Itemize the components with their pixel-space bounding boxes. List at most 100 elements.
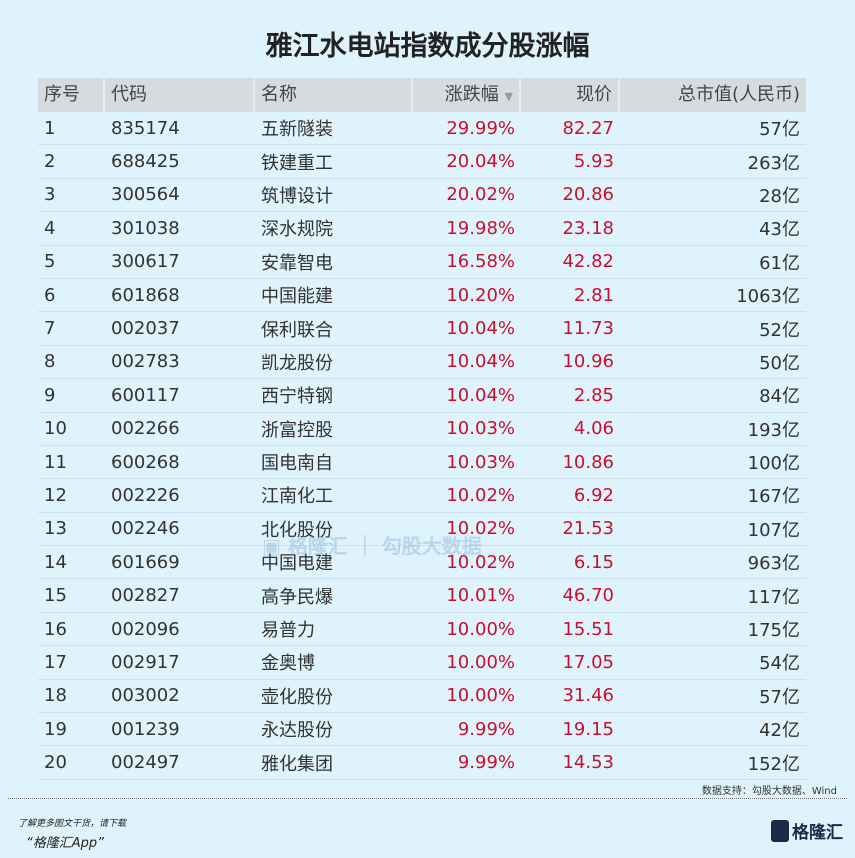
divider [8, 798, 847, 799]
cell-change: 10.04% [446, 318, 515, 340]
table-row[interactable]: 12 002226 江南化工 10.02% 6.92 167亿 [38, 479, 806, 513]
header-name[interactable]: 名称 [255, 78, 413, 112]
cell-price: 17.05 [562, 651, 614, 673]
cell-price: 10.96 [562, 351, 614, 373]
cell-index: 12 [44, 484, 67, 506]
table-row[interactable]: 20 002497 雅化集团 9.99% 14.53 152亿 [38, 746, 806, 780]
triangle-down-icon: ▼ [504, 90, 513, 103]
cell-index: 16 [44, 618, 67, 640]
cell-code: 002226 [111, 484, 180, 506]
gelonghui-logo: 格隆汇 [771, 818, 843, 843]
table-row[interactable]: 7 002037 保利联合 10.04% 11.73 52亿 [38, 312, 806, 346]
cell-market-cap: 193亿 [747, 419, 800, 441]
cell-index: 4 [44, 217, 56, 239]
table-row[interactable]: 13 002246 北化股份 10.02% 21.53 107亿 [38, 513, 806, 547]
cell-price: 6.92 [573, 484, 614, 506]
table-row[interactable]: 8 002783 凯龙股份 10.04% 10.96 50亿 [38, 346, 806, 380]
cell-code: 688425 [111, 151, 180, 173]
cell-code: 002917 [111, 651, 180, 673]
cell-price: 46.70 [562, 585, 614, 607]
cell-market-cap: 263亿 [747, 152, 800, 174]
cell-code: 002783 [111, 351, 180, 373]
cell-price: 20.86 [562, 184, 614, 206]
cell-code: 300617 [111, 251, 180, 273]
data-source: 数据支持：勾股大数据、Wind [701, 786, 837, 797]
cell-index: 10 [44, 418, 67, 440]
cell-name: 安靠智电 [261, 252, 333, 274]
cell-price: 15.51 [562, 618, 614, 640]
table-row[interactable]: 6 601868 中国能建 10.20% 2.81 1063亿 [38, 279, 806, 313]
table-row[interactable]: 2 688425 铁建重工 20.04% 5.93 263亿 [38, 145, 806, 179]
cell-name: 西宁特钢 [261, 386, 333, 408]
cell-index: 13 [44, 518, 67, 540]
table-row[interactable]: 3 300564 筑博设计 20.02% 20.86 28亿 [38, 179, 806, 213]
cell-market-cap: 43亿 [759, 219, 800, 241]
cell-change: 10.04% [446, 351, 515, 373]
table-row[interactable]: 14 601669 中国电建 10.02% 6.15 963亿 [38, 546, 806, 580]
cell-index: 19 [44, 718, 67, 740]
cell-code: 002037 [111, 318, 180, 340]
table-row[interactable]: 18 003002 壶化股份 10.00% 31.46 57亿 [38, 680, 806, 714]
cell-code: 835174 [111, 117, 180, 139]
cell-code: 600117 [111, 384, 180, 406]
cell-market-cap: 52亿 [759, 319, 800, 341]
cell-market-cap: 963亿 [747, 553, 800, 575]
cell-name: 保利联合 [261, 319, 333, 341]
cell-change: 10.00% [446, 618, 515, 640]
cell-market-cap: 107亿 [747, 519, 800, 541]
table-row[interactable]: 4 301038 深水规院 19.98% 23.18 43亿 [38, 212, 806, 246]
cell-price: 23.18 [562, 217, 614, 239]
cell-price: 2.81 [573, 284, 614, 306]
cell-name: 五新隧装 [261, 119, 333, 141]
cell-change: 10.04% [446, 384, 515, 406]
cell-name: 中国电建 [261, 553, 333, 575]
header-market-cap[interactable]: 总市值(人民币) [677, 84, 800, 105]
cell-change: 10.20% [446, 284, 515, 306]
cell-code: 601868 [111, 284, 180, 306]
cell-change: 10.03% [446, 418, 515, 440]
cell-index: 1 [44, 117, 56, 139]
header-change[interactable]: 涨跌幅 ▼ [413, 78, 521, 112]
cell-name: 壶化股份 [261, 686, 333, 708]
cell-change: 10.00% [446, 651, 515, 673]
cell-market-cap: 42亿 [759, 720, 800, 742]
table-row[interactable]: 1 835174 五新隧装 29.99% 82.27 57亿 [38, 112, 806, 146]
table-row[interactable]: 10 002266 浙富控股 10.03% 4.06 193亿 [38, 413, 806, 446]
cell-code: 301038 [111, 217, 180, 239]
table-row[interactable]: 19 001239 永达股份 9.99% 19.15 42亿 [38, 713, 806, 747]
table-row[interactable]: 15 002827 高争民爆 10.01% 46.70 117亿 [38, 579, 806, 613]
header-price[interactable]: 现价 [521, 78, 620, 112]
header-code[interactable]: 代码 [105, 78, 255, 112]
table-row[interactable]: 16 002096 易普力 10.00% 15.51 175亿 [38, 613, 806, 647]
cell-code: 601669 [111, 551, 180, 573]
cell-code: 002827 [111, 585, 180, 607]
table-row[interactable]: 5 300617 安靠智电 16.58% 42.82 61亿 [38, 246, 806, 279]
cell-code: 300564 [111, 184, 180, 206]
cell-market-cap: 152亿 [747, 753, 800, 775]
table-row[interactable]: 11 600268 国电南自 10.03% 10.86 100亿 [38, 446, 806, 480]
cell-index: 8 [44, 351, 56, 373]
cell-price: 6.15 [573, 551, 614, 573]
cell-index: 6 [44, 284, 56, 306]
promo-text: 了解更多图文干货，请下载 [18, 819, 127, 829]
cell-name: 浙富控股 [261, 419, 333, 441]
cell-change: 10.00% [446, 685, 515, 707]
header-index[interactable]: 序号 [38, 78, 105, 112]
cell-market-cap: 84亿 [759, 386, 800, 408]
cell-index: 17 [44, 651, 67, 673]
cell-change: 10.02% [446, 518, 515, 540]
cell-market-cap: 28亿 [759, 185, 800, 207]
cell-name: 中国能建 [261, 286, 333, 308]
table-row[interactable]: 17 002917 金奥博 10.00% 17.05 54亿 [38, 646, 806, 680]
table-header: 序号 代码 名称 涨跌幅 ▼ 现价 总市值(人民币) [38, 78, 806, 112]
table-row[interactable]: 9 600117 西宁特钢 10.04% 2.85 84亿 [38, 379, 806, 413]
cell-change: 16.58% [446, 251, 515, 273]
cell-name: 北化股份 [261, 519, 333, 541]
cell-name: 雅化集团 [261, 753, 333, 775]
cell-market-cap: 54亿 [759, 653, 800, 675]
cell-change: 19.98% [446, 217, 515, 239]
cell-name: 凯龙股份 [261, 352, 333, 374]
cell-change: 10.02% [446, 551, 515, 573]
cell-market-cap: 175亿 [747, 620, 800, 642]
cell-price: 10.86 [562, 451, 614, 473]
